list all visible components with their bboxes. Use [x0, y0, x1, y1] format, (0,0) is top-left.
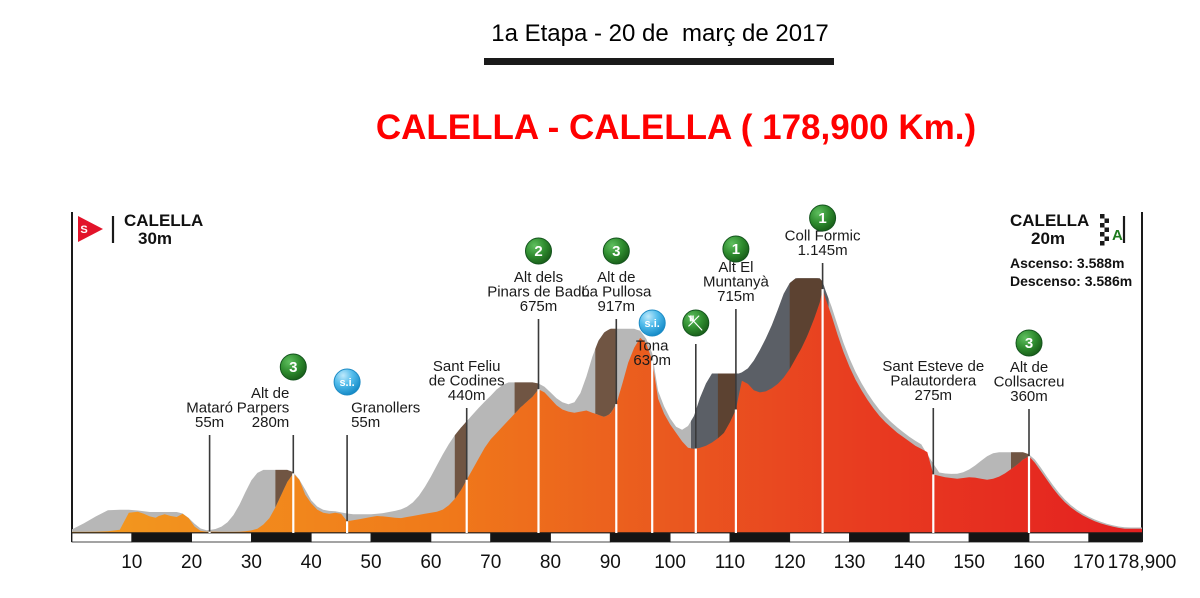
- svg-text:110: 110: [715, 552, 745, 573]
- svg-text:1.145m: 1.145m: [798, 242, 848, 259]
- svg-text:Descenso: 3.586m: Descenso: 3.586m: [1010, 273, 1132, 289]
- svg-text:S: S: [80, 224, 87, 236]
- svg-text:280m: 280m: [252, 414, 290, 431]
- svg-text:120: 120: [774, 552, 806, 573]
- svg-text:20: 20: [181, 552, 202, 573]
- svg-text:s.i.: s.i.: [339, 377, 354, 389]
- svg-text:55m: 55m: [195, 414, 224, 431]
- svg-text:30: 30: [241, 552, 262, 573]
- svg-text:150: 150: [953, 552, 985, 573]
- svg-text:275m: 275m: [915, 387, 953, 404]
- svg-text:917m: 917m: [598, 298, 636, 315]
- svg-text:CALELLA: CALELLA: [1010, 211, 1089, 230]
- svg-text:360m: 360m: [1010, 388, 1048, 405]
- svg-text:140: 140: [893, 552, 925, 573]
- svg-text:40: 40: [301, 552, 322, 573]
- svg-text:A: A: [1112, 227, 1123, 244]
- svg-text:Ascenso: 3.588m: Ascenso: 3.588m: [1010, 255, 1124, 271]
- svg-text:80: 80: [540, 552, 561, 573]
- svg-text:1: 1: [818, 210, 826, 227]
- svg-text:70: 70: [480, 552, 501, 573]
- svg-text:715m: 715m: [717, 288, 755, 305]
- svg-text:3: 3: [289, 359, 297, 376]
- svg-text:30m: 30m: [138, 229, 172, 248]
- svg-text:50: 50: [360, 552, 381, 573]
- svg-text:20m: 20m: [1031, 229, 1065, 248]
- svg-text:440m: 440m: [448, 387, 486, 404]
- svg-text:55m: 55m: [351, 414, 380, 431]
- svg-text:160: 160: [1013, 552, 1045, 573]
- svg-text:CALELLA: CALELLA: [124, 211, 203, 230]
- svg-text:10: 10: [121, 552, 142, 573]
- svg-text:3: 3: [612, 243, 620, 260]
- svg-text:675m: 675m: [520, 298, 558, 315]
- svg-text:90: 90: [600, 552, 621, 573]
- svg-text:170: 170: [1073, 552, 1105, 573]
- svg-text:3: 3: [1025, 335, 1033, 352]
- svg-text:1: 1: [732, 241, 740, 258]
- svg-text:2: 2: [534, 243, 542, 260]
- svg-text:100: 100: [654, 552, 686, 573]
- svg-text:60: 60: [420, 552, 441, 573]
- svg-text:130: 130: [834, 552, 866, 573]
- svg-text:178,900: 178,900: [1108, 552, 1177, 573]
- svg-text:s.i.: s.i.: [645, 318, 660, 330]
